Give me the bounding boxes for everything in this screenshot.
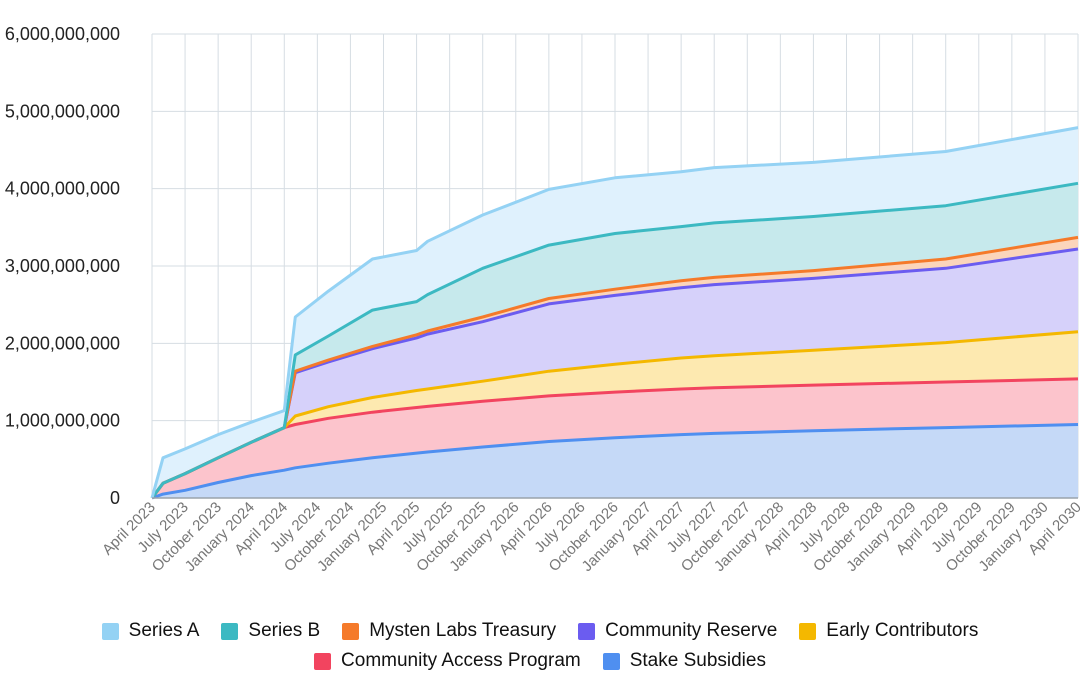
y-tick-label: 2,000,000,000 xyxy=(5,333,120,353)
series-lines xyxy=(150,126,1079,500)
legend-item-community-access-program[interactable]: Community Access Program xyxy=(314,650,581,672)
line-series-b xyxy=(150,181,1079,499)
swatch-community-reserve xyxy=(578,622,596,640)
legend-label: Early Contributors xyxy=(826,620,979,641)
legend-item-series-a[interactable]: Series A xyxy=(101,620,200,642)
legend-row-1: Series A Series B Mysten Labs Treasury C… xyxy=(0,620,1080,642)
area-stake-subsidies xyxy=(152,424,1078,498)
swatch-early-contributors xyxy=(799,622,817,640)
swatch-series-a xyxy=(101,622,119,640)
legend-item-early-contributors[interactable]: Early Contributors xyxy=(799,620,978,642)
y-tick-label: 0 xyxy=(110,488,120,508)
swatch-series-b xyxy=(221,622,239,640)
y-tick-label: 1,000,000,000 xyxy=(5,411,120,431)
legend-row-2: Community Access Program Stake Subsidies xyxy=(0,650,1080,672)
legend-item-mysten-labs-treasury[interactable]: Mysten Labs Treasury xyxy=(342,620,556,642)
area-series-a xyxy=(152,127,1078,498)
area-series-b xyxy=(152,183,1078,499)
swatch-community-access-program xyxy=(314,652,332,670)
legend-label: Series A xyxy=(128,620,200,641)
y-tick-label: 5,000,000,000 xyxy=(5,101,120,121)
area-early-contributors xyxy=(152,331,1078,498)
line-stake-subsidies xyxy=(151,423,1079,500)
legend-item-stake-subsidies[interactable]: Stake Subsidies xyxy=(602,650,766,672)
legend-label: Stake Subsidies xyxy=(629,650,766,671)
y-tick-label: 4,000,000,000 xyxy=(5,179,120,199)
area-series xyxy=(152,127,1078,499)
legend-label: Community Reserve xyxy=(605,620,778,641)
line-series-a xyxy=(150,126,1079,499)
legend-label: Series B xyxy=(248,620,321,641)
y-tick-label: 3,000,000,000 xyxy=(5,256,120,276)
legend-label: Community Access Program xyxy=(341,650,581,671)
legend-item-series-b[interactable]: Series B xyxy=(221,620,320,642)
area-community-access-program xyxy=(152,378,1078,498)
y-tick-label: 6,000,000,000 xyxy=(5,24,120,44)
swatch-stake-subsidies xyxy=(602,652,620,670)
area-community-reserve xyxy=(152,249,1078,498)
legend-item-community-reserve[interactable]: Community Reserve xyxy=(578,620,777,642)
legend-label: Mysten Labs Treasury xyxy=(369,620,557,641)
swatch-mysten-labs-treasury xyxy=(342,622,360,640)
